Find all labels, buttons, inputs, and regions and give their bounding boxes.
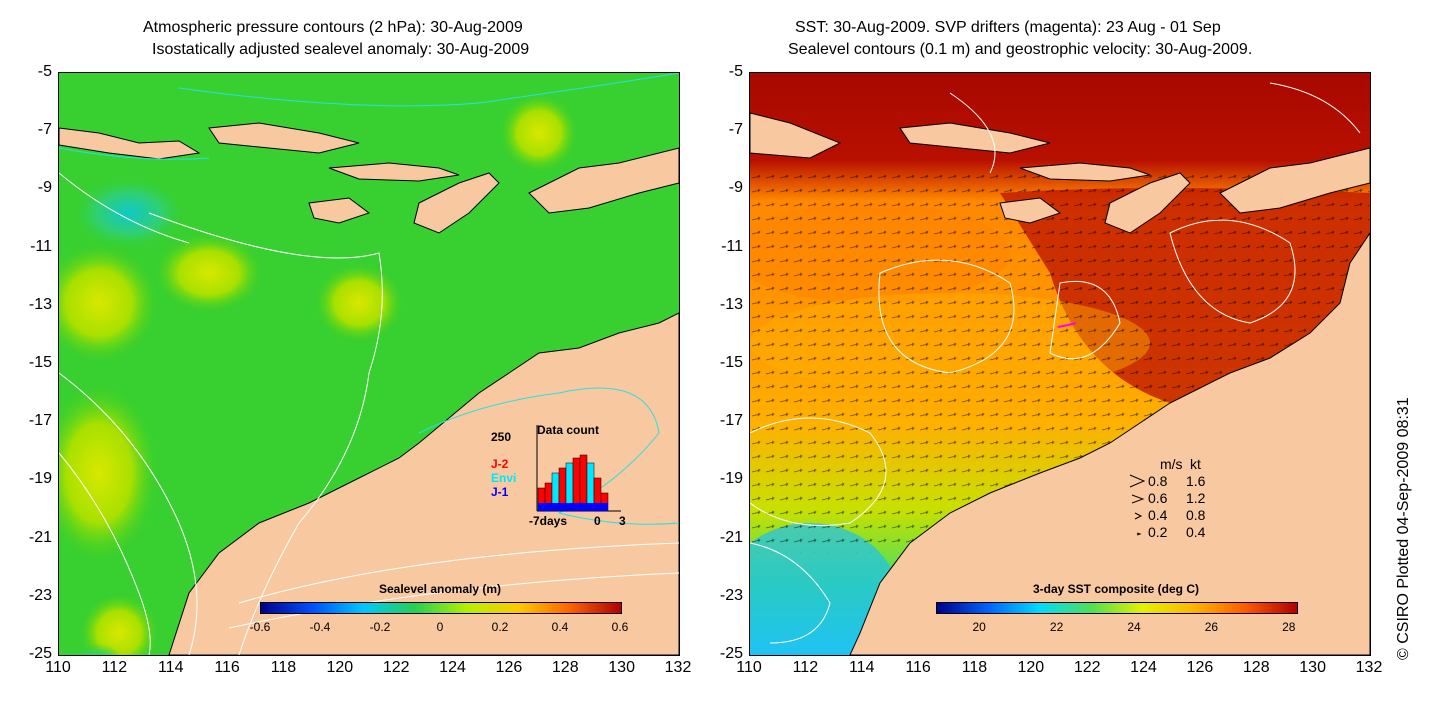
x-tick-label: 116 xyxy=(214,659,240,676)
colorbar-tick-label: 22 xyxy=(1049,620,1064,634)
y-tick-label: -19 xyxy=(28,470,52,488)
y-tick-label: -13 xyxy=(719,295,743,313)
right-colorbar xyxy=(936,602,1298,614)
velocity-legend-ms-1: 0.8 xyxy=(1148,473,1168,489)
y-tick-label: -7 xyxy=(37,121,52,139)
x-tick-label: 130 xyxy=(608,659,635,676)
colorbar-tick-label: 24 xyxy=(1127,620,1141,634)
right-title-line1: SST: 30-Aug-2009. SVP drifters (magenta)… xyxy=(795,19,1221,36)
y-tick-label: -17 xyxy=(28,412,52,430)
velocity-legend-kt-3: 0.8 xyxy=(1186,507,1206,523)
inset-legend-envi: Envi xyxy=(491,471,517,485)
y-tick-label: -9 xyxy=(37,179,52,197)
x-tick-label: 126 xyxy=(1186,659,1214,676)
x-tick-label: 118 xyxy=(961,659,988,676)
x-tick-label: 126 xyxy=(495,659,523,676)
y-tick-label: -25 xyxy=(719,645,743,662)
x-tick-label: 112 xyxy=(101,659,128,676)
left-title-line1: Atmospheric pressure contours (2 hPa): 3… xyxy=(143,19,523,36)
x-tick-label: 112 xyxy=(792,659,819,676)
x-tick-label: 116 xyxy=(905,659,931,676)
inset-x-mid: 0 xyxy=(594,514,601,528)
y-tick-label: -25 xyxy=(28,645,52,662)
y-tick-label: -5 xyxy=(728,63,743,80)
x-tick-label: 110 xyxy=(45,659,71,676)
x-tick-label: 114 xyxy=(848,659,875,676)
x-tick-label: 114 xyxy=(157,659,184,676)
inset-legend-j1: J-1 xyxy=(491,485,509,499)
colorbar-tick-label: 26 xyxy=(1204,620,1219,634)
inset-ymax: 250 xyxy=(491,430,512,444)
velocity-legend-arrows xyxy=(1129,474,1146,536)
velocity-legend-ms-4: 0.2 xyxy=(1148,524,1168,540)
x-tick-label: 124 xyxy=(1130,659,1157,676)
x-tick-label: 120 xyxy=(1017,659,1045,676)
y-tick-label: -13 xyxy=(28,295,52,313)
colorbar-tick-label: 28 xyxy=(1282,620,1296,634)
colorbar-tick-label: 0 xyxy=(436,620,444,634)
left-colorbar xyxy=(260,602,622,614)
velocity-legend-ms-2: 0.6 xyxy=(1148,490,1168,506)
y-tick-label: -23 xyxy=(28,586,52,604)
inset-x-right: 3 xyxy=(619,514,626,528)
x-tick-label: 122 xyxy=(1073,659,1101,676)
colorbar-tick-label: -0.2 xyxy=(369,620,391,634)
right-colorbar-title: 3-day SST composite (deg C) xyxy=(1032,582,1200,596)
inset-title: Data count xyxy=(537,423,600,437)
left-map-sealevel-anomaly: Data count 250 J-2 Envi J-1 -7days 0 3 xyxy=(58,72,680,656)
colorbar-tick-label: -0.4 xyxy=(309,620,331,634)
velocity-legend-kt-1: 1.6 xyxy=(1186,473,1206,489)
x-tick-label: 118 xyxy=(270,659,297,676)
credit-text: © CSIRO Plotted 04-Sep-2009 08:31 xyxy=(1395,397,1412,660)
velocity-legend-kt-4: 0.4 xyxy=(1186,524,1206,540)
y-tick-label: -9 xyxy=(728,179,743,197)
x-tick-label: 120 xyxy=(326,659,354,676)
y-tick-label: -17 xyxy=(719,412,743,430)
x-tick-label: 132 xyxy=(664,659,692,676)
x-tick-label: 130 xyxy=(1299,659,1326,676)
right-title-line2: Sealevel contours (0.1 m) and geostrophi… xyxy=(788,41,1253,58)
velocity-legend-header-ms: m/s xyxy=(1160,456,1183,472)
x-tick-label: 124 xyxy=(439,659,466,676)
colorbar-tick-label: 0.4 xyxy=(551,620,569,634)
data-count-inset xyxy=(536,425,621,512)
x-tick-label: 128 xyxy=(1242,659,1270,676)
x-tick-label: 132 xyxy=(1355,659,1383,676)
colorbar-tick-label: 0.2 xyxy=(491,620,509,634)
y-tick-label: -15 xyxy=(28,354,52,371)
y-tick-label: -19 xyxy=(719,470,743,488)
y-tick-label: -5 xyxy=(37,63,52,80)
x-tick-label: 122 xyxy=(382,659,410,676)
x-tick-label: 110 xyxy=(736,659,762,676)
right-map-sst: m/s kt 0.8 1.6 0.6 1.2 0.4 0.8 0.2 0.4 xyxy=(749,72,1371,656)
x-tick-label: 128 xyxy=(551,659,579,676)
left-colorbar-title: Sealevel anomaly (m) xyxy=(378,582,502,596)
y-tick-label: -21 xyxy=(28,528,52,546)
y-tick-label: -23 xyxy=(719,586,743,604)
y-tick-label: -7 xyxy=(728,121,743,139)
colorbar-tick-label: 20 xyxy=(972,620,986,634)
velocity-legend-ms-3: 0.4 xyxy=(1148,507,1168,523)
left-title-line2: Isostatically adjusted sealevel anomaly:… xyxy=(152,41,530,58)
inset-legend-j2: J-2 xyxy=(491,457,509,471)
velocity-legend-header-kt: kt xyxy=(1190,456,1201,472)
y-tick-label: -21 xyxy=(719,528,743,546)
inset-x-left: -7days xyxy=(529,514,568,528)
y-tick-label: -15 xyxy=(719,354,743,371)
colorbar-tick-label: -0.6 xyxy=(249,620,271,634)
colorbar-tick-label: 0.6 xyxy=(611,620,629,634)
y-tick-label: -11 xyxy=(721,237,743,255)
y-tick-label: -11 xyxy=(30,237,52,255)
velocity-legend-kt-2: 1.2 xyxy=(1186,490,1206,506)
